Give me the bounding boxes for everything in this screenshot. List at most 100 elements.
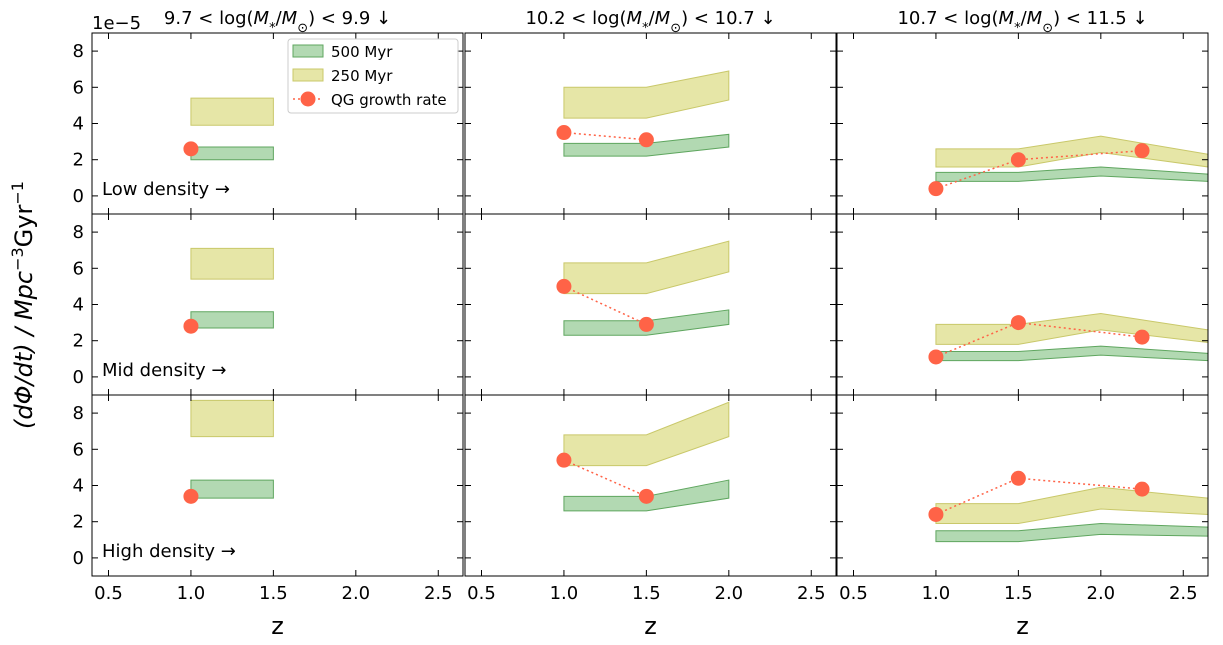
panel-frame	[836, 394, 1209, 577]
x-tick-label: 0.5	[467, 583, 496, 604]
growth-rate-point	[638, 488, 654, 504]
plot-area	[183, 97, 274, 161]
labels-layer: 1e−5 (dΦ/dt) / Mpc−3Gyr−1	[8, 13, 142, 429]
legend-swatch-growth-marker	[300, 91, 316, 107]
panel-r1-c1: 0 2 4 6 8 Low density →	[73, 32, 464, 215]
column-title-part: M	[655, 8, 671, 29]
column-title-3: 10.7 < log(M*/M⊙) < 11.5 ↓	[897, 8, 1147, 36]
plot-area	[928, 470, 1208, 543]
growth-rate-point	[556, 125, 572, 141]
y-tick-label: 8	[73, 222, 84, 243]
y-tick-label: 6	[73, 77, 84, 98]
x-tick-label: 1.0	[177, 583, 206, 604]
x-tick-label: 1.0	[922, 583, 951, 604]
growth-rate-point	[183, 318, 199, 334]
band-250-myr	[190, 97, 274, 126]
panel-r1-c2	[464, 32, 837, 215]
y-tick-label: 8	[73, 41, 84, 62]
column-title-part: M	[254, 8, 270, 29]
column-title-part: /	[276, 8, 283, 29]
column-title-part: ) < 11.5 ↓	[1053, 8, 1147, 29]
band-250-myr	[190, 399, 274, 438]
growth-rate-line	[563, 131, 647, 141]
x-tick-label: 2.5	[1169, 583, 1198, 604]
plot-area	[183, 399, 274, 504]
growth-rate-point	[1134, 329, 1150, 345]
panel-frame	[464, 213, 837, 396]
y-tick-label: 8	[73, 403, 84, 424]
column-title-part: *	[1014, 21, 1021, 36]
y-axis-label-sup1: −3	[8, 247, 27, 271]
x-axis-label-1: z	[271, 612, 284, 640]
growth-rate-point	[638, 316, 654, 332]
column-title-part: 9.7 < log(	[164, 8, 254, 29]
growth-rate-point	[1134, 143, 1150, 159]
panel-r2-c3	[836, 213, 1209, 396]
y-axis-label-sup2: −1	[8, 181, 27, 205]
legend-swatch-250-myr	[292, 68, 324, 82]
growth-rate-point	[928, 181, 944, 197]
legend-swatch-500-myr	[292, 44, 324, 58]
panel-frame	[836, 32, 1209, 215]
legend: 500 Myr 250 Myr QG growth rate	[287, 38, 459, 114]
y-tick-label: 4	[73, 295, 84, 316]
legend-label-2: 250 Myr	[331, 67, 393, 85]
band-500-myr	[190, 146, 274, 161]
growth-rate-point	[183, 141, 199, 157]
plot-area	[928, 135, 1208, 197]
panel-frame	[464, 394, 837, 577]
x-tick-label: 0.5	[94, 583, 123, 604]
x-tick-label: 1.5	[1004, 583, 1033, 604]
x-tick-label: 2.0	[1087, 583, 1116, 604]
column-title-part: 10.7 < log(	[897, 8, 998, 29]
y-tick-label: 2	[73, 512, 84, 533]
growth-rate-point	[183, 488, 199, 504]
band-500-myr	[935, 345, 1208, 362]
band-250-myr	[935, 486, 1208, 525]
band-250-myr	[563, 401, 730, 467]
x-tick-label: 2.0	[715, 583, 744, 604]
plot-area	[556, 240, 730, 336]
x-axis-label-3: z	[1016, 612, 1029, 640]
y-tick-label: 6	[73, 258, 84, 279]
column-title-part: ⊙	[670, 21, 681, 36]
band-250-myr	[563, 70, 730, 119]
band-250-myr	[935, 313, 1208, 345]
column-title-part: /	[1021, 8, 1028, 29]
panels-layer: 0 2 4 6 8 Low density → 0 2 4 6 8 Mid density → 0.5 1…	[73, 8, 1209, 640]
x-tick-label: 1.5	[259, 583, 288, 604]
panel-r2-c2	[464, 213, 837, 396]
x-tick-label: 1.0	[550, 583, 579, 604]
y-tick-label: 4	[73, 476, 84, 497]
legend-label-1: 500 Myr	[331, 43, 393, 61]
y-tick-label: 6	[73, 439, 84, 460]
plot-area	[556, 401, 730, 512]
growth-rate-point	[638, 132, 654, 148]
column-title-1: 9.7 < log(M*/M⊙) < 9.9 ↓	[164, 8, 391, 36]
column-title-part: ) < 10.7 ↓	[681, 8, 775, 29]
column-title-part: ) < 9.9 ↓	[308, 8, 391, 29]
y-tick-label: 2	[73, 331, 84, 352]
column-title-part: M	[627, 8, 643, 29]
x-tick-label: 1.5	[632, 583, 661, 604]
y-tick-label: 0	[73, 367, 84, 388]
growth-rate-line	[935, 149, 1143, 190]
x-axis-label-2: z	[644, 612, 657, 640]
band-500-myr	[935, 523, 1208, 543]
band-500-myr	[190, 311, 274, 329]
row-label: Low density →	[102, 179, 230, 200]
band-250-myr	[563, 240, 730, 295]
column-title-part: M	[1027, 8, 1043, 29]
growth-rate-point	[1010, 470, 1026, 486]
x-tick-label: 2.5	[797, 583, 826, 604]
panel-r1-c3	[836, 32, 1209, 215]
growth-rate-point	[1134, 481, 1150, 497]
scale-note: 1e−5	[92, 13, 141, 34]
x-tick-label: 2.0	[342, 583, 371, 604]
x-tick-label: 0.5	[839, 583, 868, 604]
column-title-part: *	[642, 21, 649, 36]
growth-rate-line	[563, 459, 647, 498]
growth-rate-point	[1010, 152, 1026, 168]
growth-rate-point	[928, 349, 944, 365]
panel-r3-c2: 0.5 1.0 1.5 2.0 2.5	[464, 394, 837, 604]
